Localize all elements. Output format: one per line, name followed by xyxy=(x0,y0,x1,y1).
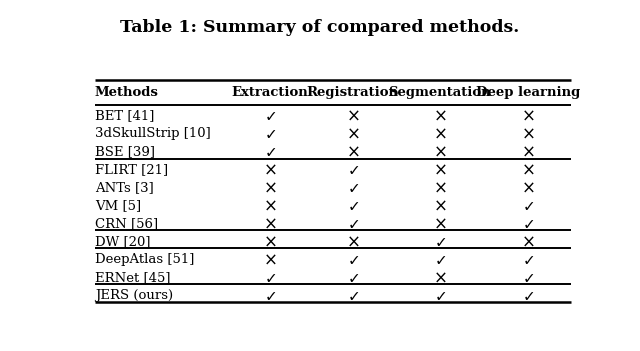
Text: $\times$: $\times$ xyxy=(263,214,276,233)
Text: Methods: Methods xyxy=(95,86,159,99)
Text: $\checkmark$: $\checkmark$ xyxy=(347,198,359,213)
Text: $\times$: $\times$ xyxy=(433,107,447,125)
Text: $\times$: $\times$ xyxy=(263,179,276,197)
Text: $\checkmark$: $\checkmark$ xyxy=(522,288,534,303)
Text: $\checkmark$: $\checkmark$ xyxy=(347,252,359,267)
Text: $\checkmark$: $\checkmark$ xyxy=(347,162,359,177)
Text: $\checkmark$: $\checkmark$ xyxy=(433,252,445,267)
Text: $\times$: $\times$ xyxy=(433,179,447,197)
Text: $\times$: $\times$ xyxy=(433,143,447,161)
Text: $\times$: $\times$ xyxy=(346,232,360,251)
Text: $\checkmark$: $\checkmark$ xyxy=(264,144,276,159)
Text: $\checkmark$: $\checkmark$ xyxy=(522,198,534,213)
Text: $\times$: $\times$ xyxy=(346,107,360,125)
Text: $\times$: $\times$ xyxy=(521,179,534,197)
Text: $\times$: $\times$ xyxy=(521,107,534,125)
Text: $\checkmark$: $\checkmark$ xyxy=(433,288,445,303)
Text: $\times$: $\times$ xyxy=(433,269,447,286)
Text: $\checkmark$: $\checkmark$ xyxy=(264,126,276,141)
Text: $\times$: $\times$ xyxy=(263,197,276,214)
Text: Extraction: Extraction xyxy=(231,86,308,99)
Text: $\checkmark$: $\checkmark$ xyxy=(433,234,445,249)
Text: $\times$: $\times$ xyxy=(263,232,276,251)
Text: ANTs [3]: ANTs [3] xyxy=(95,181,154,194)
Text: $\times$: $\times$ xyxy=(346,143,360,161)
Text: JERS (ours): JERS (ours) xyxy=(95,289,173,302)
Text: 3dSkullStrip [10]: 3dSkullStrip [10] xyxy=(95,127,211,140)
Text: VM [5]: VM [5] xyxy=(95,199,141,212)
Text: $\checkmark$: $\checkmark$ xyxy=(522,216,534,231)
Text: $\times$: $\times$ xyxy=(521,143,534,161)
Text: $\checkmark$: $\checkmark$ xyxy=(347,216,359,231)
Text: BSE [39]: BSE [39] xyxy=(95,145,155,158)
Text: $\times$: $\times$ xyxy=(433,214,447,233)
Text: $\times$: $\times$ xyxy=(263,251,276,269)
Text: CRN [56]: CRN [56] xyxy=(95,217,158,230)
Text: $\times$: $\times$ xyxy=(521,161,534,179)
Text: Table 1: Summary of compared methods.: Table 1: Summary of compared methods. xyxy=(120,19,520,36)
Text: DeepAtlas [51]: DeepAtlas [51] xyxy=(95,253,195,266)
Text: $\times$: $\times$ xyxy=(433,161,447,179)
Text: $\checkmark$: $\checkmark$ xyxy=(264,288,276,303)
Text: $\times$: $\times$ xyxy=(521,125,534,143)
Text: $\checkmark$: $\checkmark$ xyxy=(522,270,534,285)
Text: $\checkmark$: $\checkmark$ xyxy=(522,252,534,267)
Text: BET [41]: BET [41] xyxy=(95,110,154,122)
Text: Deep learning: Deep learning xyxy=(476,86,580,99)
Text: DW [20]: DW [20] xyxy=(95,235,150,248)
Text: $\times$: $\times$ xyxy=(433,125,447,143)
Text: FLIRT [21]: FLIRT [21] xyxy=(95,163,168,176)
Text: $\checkmark$: $\checkmark$ xyxy=(347,180,359,195)
Text: Registration: Registration xyxy=(307,86,399,99)
Text: $\times$: $\times$ xyxy=(521,232,534,251)
Text: $\checkmark$: $\checkmark$ xyxy=(347,270,359,285)
Text: ERNet [45]: ERNet [45] xyxy=(95,271,170,284)
Text: $\times$: $\times$ xyxy=(263,161,276,179)
Text: $\checkmark$: $\checkmark$ xyxy=(264,108,276,124)
Text: $\checkmark$: $\checkmark$ xyxy=(264,270,276,285)
Text: $\checkmark$: $\checkmark$ xyxy=(347,288,359,303)
Text: Segmentation: Segmentation xyxy=(388,86,491,99)
Text: $\times$: $\times$ xyxy=(433,197,447,214)
Text: $\times$: $\times$ xyxy=(346,125,360,143)
